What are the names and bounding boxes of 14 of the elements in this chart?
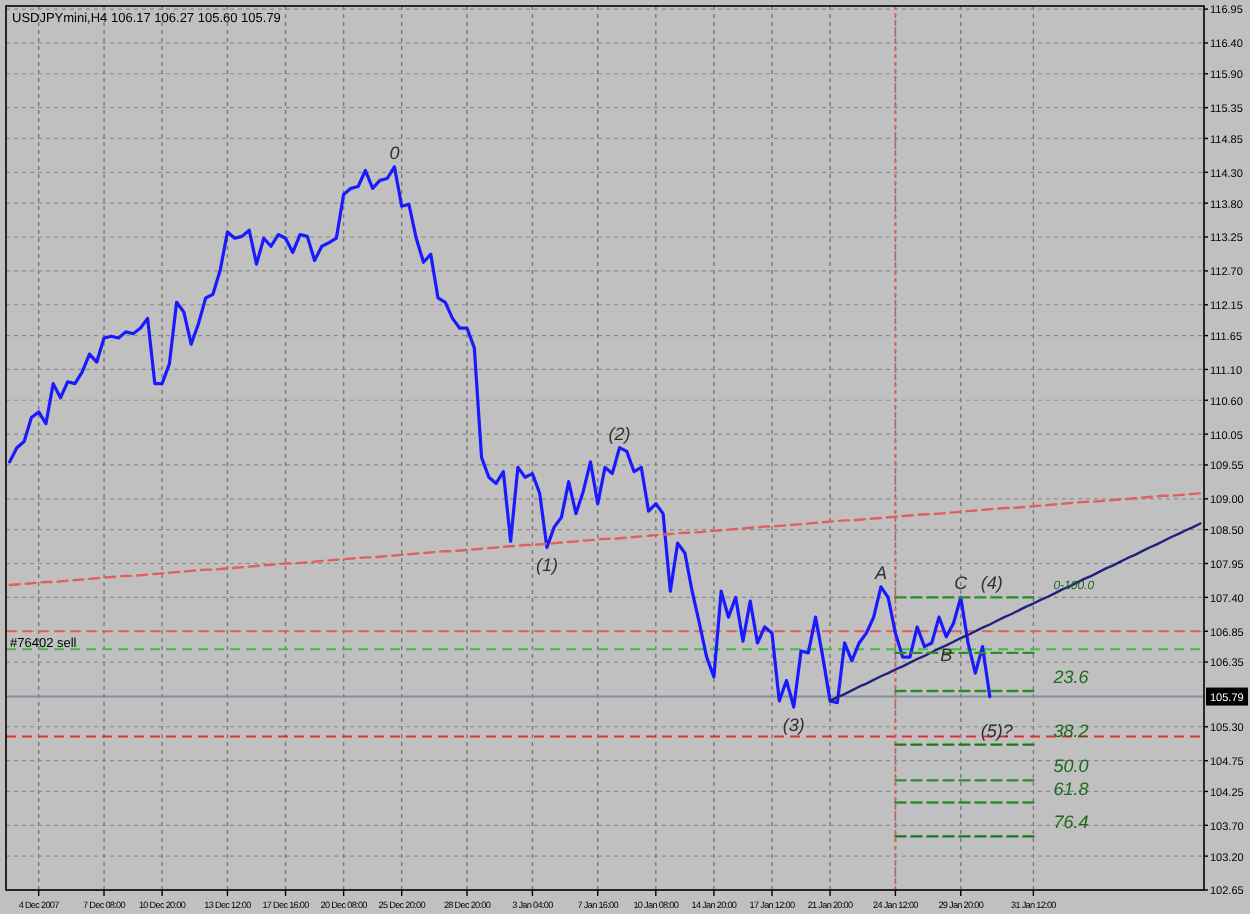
annotation: (3): [782, 715, 805, 736]
annotation: A: [872, 562, 887, 583]
annotation: C: [954, 573, 969, 594]
annotation: 38.2: [1053, 720, 1089, 741]
annotation: 0: [389, 142, 400, 163]
annotation: 76.4: [1053, 812, 1089, 833]
annotation: 61.8: [1053, 778, 1089, 799]
annotation: (2): [608, 423, 631, 444]
annotation: 23.6: [1051, 667, 1089, 688]
annotation: 50.0: [1053, 756, 1089, 777]
annotation: (4): [980, 573, 1003, 594]
annotation: (5)?: [980, 720, 1013, 741]
line-series: [828, 522, 1202, 703]
annotation: (1): [535, 555, 558, 576]
